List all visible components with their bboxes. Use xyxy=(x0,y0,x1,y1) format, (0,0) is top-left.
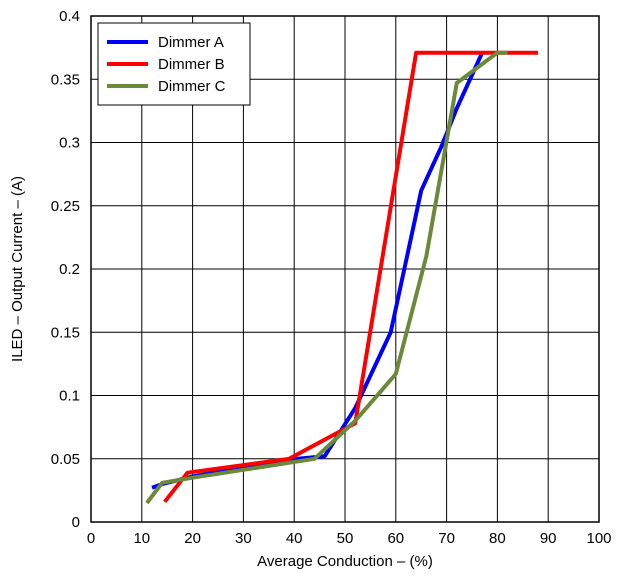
series-line-dimmer-a xyxy=(151,51,485,490)
plot-frame xyxy=(90,15,600,523)
x-tick-label: 90 xyxy=(540,530,557,547)
grid xyxy=(91,16,599,522)
x-tick-labels: 0 10 20 30 40 50 60 70 80 90 100 xyxy=(87,530,612,547)
legend-label: Dimmer A xyxy=(158,34,224,51)
series-line-dimmer-c xyxy=(145,50,508,505)
x-tick-label: 70 xyxy=(438,530,455,547)
x-tick-label: 10 xyxy=(133,530,150,547)
y-tick-label: 0.2 xyxy=(59,261,80,278)
x-tick-label: 100 xyxy=(586,530,611,547)
y-tick-label: 0.1 xyxy=(59,388,80,405)
legend: Dimmer A Dimmer B Dimmer C xyxy=(97,22,251,106)
legend-label: Dimmer B xyxy=(158,56,225,73)
y-tick-label: 0.4 xyxy=(59,8,80,25)
x-tick-label: 30 xyxy=(235,530,252,547)
y-tick-label: 0.25 xyxy=(51,198,80,215)
x-axis-title: Average Conduction – (%) xyxy=(257,553,433,570)
y-tick-label: 0.05 xyxy=(51,451,80,468)
y-tick-label: 0.35 xyxy=(51,71,80,88)
y-axis-title: ILED – Output Current – (A) xyxy=(9,176,26,362)
series-lines xyxy=(145,50,538,505)
legend-items: Dimmer A Dimmer B Dimmer C xyxy=(107,34,226,95)
series-line-dimmer-b xyxy=(163,50,538,504)
legend-label: Dimmer C xyxy=(158,78,226,95)
x-tick-label: 80 xyxy=(489,530,506,547)
y-tick-label: 0 xyxy=(72,514,80,531)
y-tick-labels: 0 0.05 0.1 0.15 0.2 0.25 0.3 0.35 0.4 xyxy=(51,8,80,531)
x-tick-label: 40 xyxy=(286,530,303,547)
x-tick-label: 20 xyxy=(184,530,201,547)
y-tick-label: 0.3 xyxy=(59,135,80,152)
x-tick-label: 50 xyxy=(337,530,354,547)
x-tick-label: 60 xyxy=(387,530,404,547)
x-tick-label: 0 xyxy=(87,530,95,547)
y-tick-label: 0.15 xyxy=(51,324,80,341)
